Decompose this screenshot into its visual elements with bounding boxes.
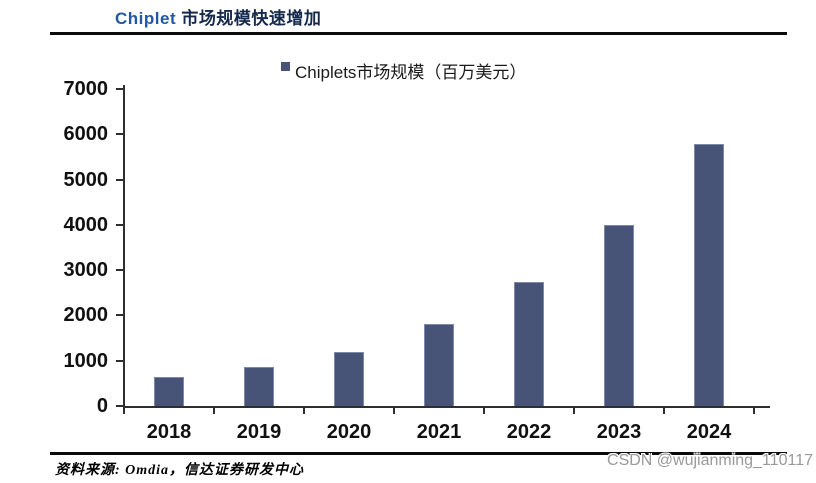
y-axis-line [123,85,125,408]
y-tick-label: 4000 [63,213,109,236]
y-tick-mark [116,269,124,272]
bar [334,351,364,406]
y-tick-mark [116,133,124,136]
x-axis-label: 2022 [506,421,552,443]
bar [244,366,274,406]
source-note: 资料来源: Omdia，信达证券研发中心 [55,463,305,478]
x-tick-mark [573,406,575,414]
y-tick-mark [116,359,124,362]
y-tick-label: 2000 [63,304,109,327]
x-axis-label: 2024 [686,421,732,443]
bar [514,282,544,406]
bar [424,324,454,406]
y-tick-label: 5000 [63,168,109,191]
y-tick-mark [116,405,124,407]
y-tick-mark [116,88,124,90]
bar [694,144,724,406]
x-axis-label: 2020 [326,421,372,443]
bar [154,376,184,406]
x-axis-line [123,406,770,408]
x-tick-mark [663,406,665,414]
x-axis-label: 2019 [236,421,282,443]
x-axis-label: 2021 [416,421,462,443]
page-title-zh: 市场规模快速增加 [181,9,322,28]
legend-swatch-icon [281,62,290,71]
y-tick-label: 6000 [63,123,109,146]
y-tick-mark [116,314,124,317]
bottom-divider [50,452,787,455]
x-tick-mark [123,406,125,414]
page-title-en: Chiplet [115,9,182,28]
page-title: Chiplet 市场规模快速增加 [115,4,321,29]
x-tick-mark [303,406,305,414]
y-tick-label: 7000 [63,78,109,100]
y-tick-label: 1000 [63,349,109,372]
chart-legend: Chiplets市场规模（百万美元） [281,58,526,83]
x-axis-label: 2018 [146,421,192,443]
x-axis-label: 2023 [596,421,642,443]
y-tick-mark [116,178,124,181]
watermark: CSDN @wujianming_110117 [607,452,813,469]
y-tick-mark [116,223,124,226]
top-divider [50,32,787,35]
y-tick-label: 3000 [63,259,109,282]
x-tick-mark [483,406,485,414]
x-tick-mark [213,406,215,414]
legend-label: Chiplets市场规模（百万美元） [295,63,527,82]
bar [604,224,634,406]
x-tick-mark [753,406,755,414]
x-tick-mark [393,406,395,414]
y-tick-label: 0 [96,395,108,417]
